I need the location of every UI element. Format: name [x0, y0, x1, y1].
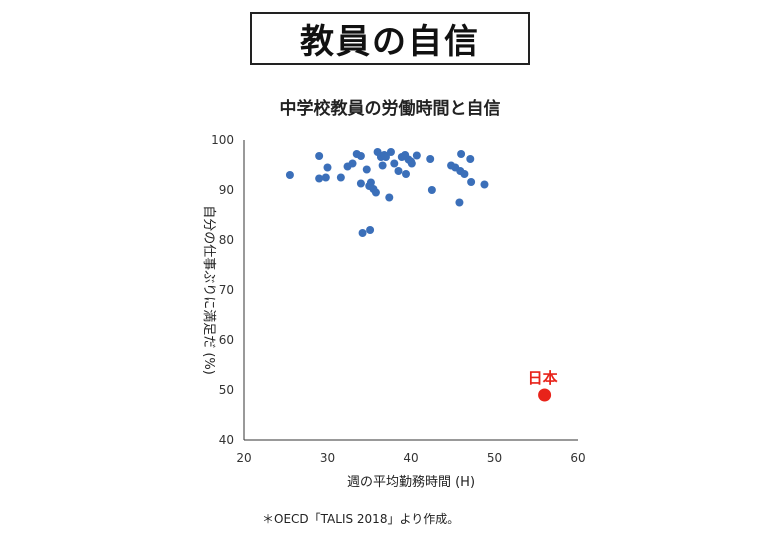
data-point	[348, 159, 357, 168]
data-point	[381, 153, 390, 161]
y-tick-label: 50	[219, 383, 234, 397]
x-tick-label: 20	[236, 451, 251, 465]
data-point	[323, 163, 332, 172]
y-tick-label: 100	[211, 133, 234, 147]
data-point	[285, 171, 294, 179]
x-tick-label: 30	[320, 451, 335, 465]
y-axis-title: 自分の仕事ぶりに満足だ (%)	[201, 205, 216, 375]
y-tick-label: 80	[219, 233, 234, 247]
data-point	[390, 159, 399, 168]
data-point	[401, 170, 410, 178]
chart-title: 中学校教員の労働時間と自信	[280, 98, 501, 119]
highlight-group: 日本	[528, 369, 558, 402]
data-point	[460, 170, 469, 178]
data-point	[321, 173, 330, 182]
data-point	[315, 152, 324, 160]
x-axis-title: 週の平均勤務時間 (H)	[347, 475, 475, 490]
x-tick-label: 50	[487, 451, 502, 465]
data-point	[480, 180, 489, 189]
footnote: ＊OECD「TALIS 2018」より作成。	[262, 512, 459, 526]
data-point	[336, 173, 345, 182]
data-point	[426, 155, 435, 163]
highlight-point	[538, 388, 552, 402]
data-point	[427, 186, 436, 194]
data-point	[466, 155, 475, 163]
data-point	[362, 165, 371, 174]
data-point	[356, 152, 365, 160]
data-point	[467, 178, 476, 186]
data-point	[371, 188, 380, 197]
page-title: 教員の自信	[250, 12, 530, 65]
data-point	[457, 150, 466, 158]
x-tick-label: 40	[403, 451, 418, 465]
data-point	[394, 167, 403, 175]
y-tick-label: 90	[219, 183, 234, 197]
y-tick-label: 40	[219, 433, 234, 447]
data-point	[378, 161, 387, 170]
data-point	[407, 159, 416, 168]
data-point	[356, 179, 365, 188]
y-tick-label: 70	[219, 283, 234, 297]
data-point	[366, 226, 375, 234]
axes: 40 50 60 70 80 90 100 20 30 40 50 60	[211, 133, 586, 465]
highlight-label: 日本	[528, 369, 558, 387]
data-point	[315, 174, 324, 183]
y-tick-label: 60	[219, 333, 234, 347]
data-points	[285, 148, 489, 237]
data-point	[358, 229, 367, 237]
data-point	[365, 182, 374, 190]
x-tick-label: 60	[570, 451, 585, 465]
data-point	[455, 198, 464, 207]
data-point	[385, 193, 394, 202]
data-point	[412, 151, 421, 160]
data-point	[386, 148, 395, 156]
